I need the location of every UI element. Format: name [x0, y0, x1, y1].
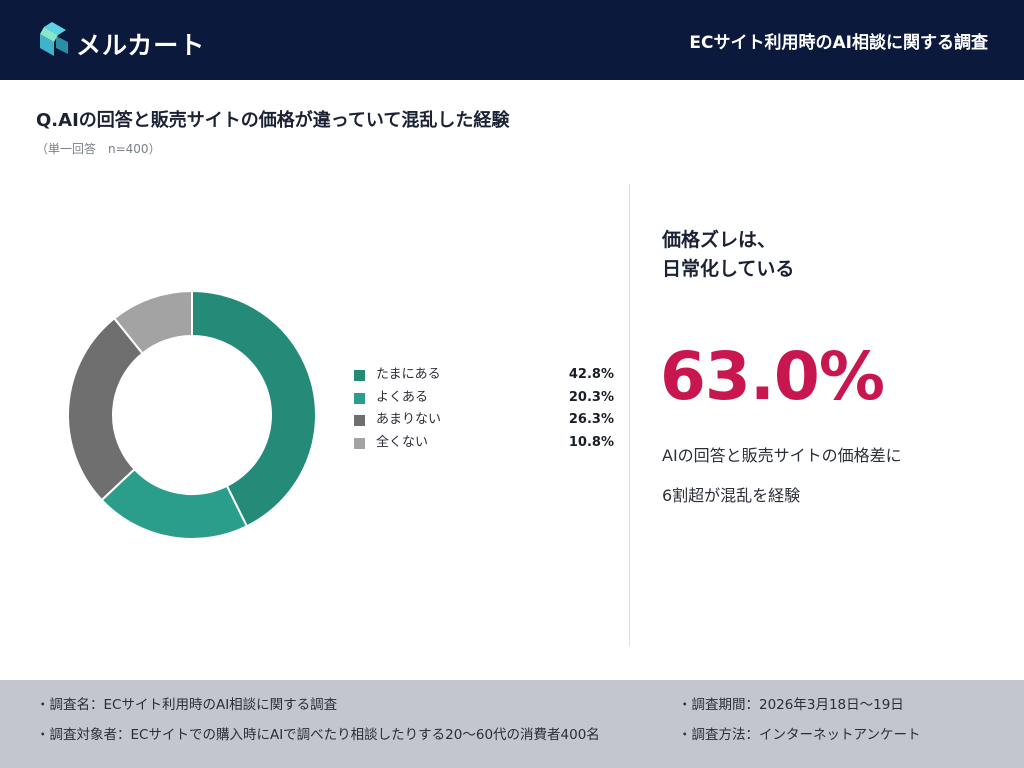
highlight-percentage: 63.0%: [660, 338, 885, 415]
legend-label: 全くない: [376, 434, 429, 450]
legend-swatch: [354, 392, 365, 404]
highlight-heading-line1: 価格ズレは、: [662, 229, 777, 251]
highlight-description-line2: 6割超が混乱を経験: [662, 486, 801, 505]
legend-value: 26.3%: [568, 412, 614, 427]
legend-swatch: [354, 370, 365, 381]
pie-slice-4: [112, 289, 193, 355]
highlight-description-line1: AIの回答と販売サイトの価格差に: [662, 446, 902, 465]
footer-survey-method: ・調査方法：インターネットアンケート: [678, 727, 921, 743]
legend-value: 20.3%: [568, 389, 614, 405]
pie-slice-3: [67, 316, 144, 502]
legend-item: 全くない 10.8%: [352, 434, 620, 457]
vertical-divider: [629, 184, 630, 646]
logo-icon: [40, 22, 68, 56]
question-subtitle: （単一回答 n=400）: [36, 142, 161, 156]
logo-text: メルカート: [76, 31, 206, 60]
question-title: Q.AIの回答と販売サイトの価格が違っていて混乱した経験: [36, 110, 510, 131]
donut-chart-svg: [67, 289, 317, 540]
footer-survey-name: ・調査名：ECサイト利用時のAI相談に関する調査: [36, 697, 338, 713]
highlight-heading-line2: 日常化している: [662, 258, 795, 280]
highlight-heading: 価格ズレは、 日常化している: [662, 226, 794, 284]
legend-item: よくある 20.3%: [352, 389, 620, 412]
brand-logo: メルカート: [36, 20, 204, 60]
legend-swatch: [354, 415, 365, 426]
footer-survey-period: ・調査期間：2026年3月18日〜19日: [678, 697, 904, 713]
pie-slice-1: [191, 289, 317, 528]
legend-swatch: [354, 437, 365, 449]
legend-item: たまにある 42.8%: [352, 366, 620, 389]
header-title: ECサイト利用時のAI相談に関する調査: [689, 33, 988, 53]
legend-label: たまにある: [376, 367, 441, 382]
legend-item: あまりない 26.3%: [352, 411, 620, 434]
legend-value: 10.8%: [568, 434, 614, 450]
legend-value: 42.8%: [568, 367, 614, 382]
footer-survey-target: ・調査対象者：ECサイトでの購入時にAIで調べたり相談したりする20〜60代の消…: [36, 727, 600, 743]
highlight-description: AIの回答と販売サイトの価格差に 6割超が混乱を経験: [662, 436, 902, 516]
legend-label: よくある: [376, 389, 429, 405]
chart-legend: たまにある 42.8% よくある 20.3% あまりない 26.3% 全くない 10.8%: [352, 366, 620, 456]
donut-chart: [40, 270, 340, 560]
header-bar: メルカート ECサイト利用時のAI相談に関する調査: [0, 0, 1024, 80]
survey-footer: ・調査名：ECサイト利用時のAI相談に関する調査 ・調査対象者：ECサイトでの購…: [0, 680, 1024, 768]
legend-label: あまりない: [376, 412, 442, 427]
